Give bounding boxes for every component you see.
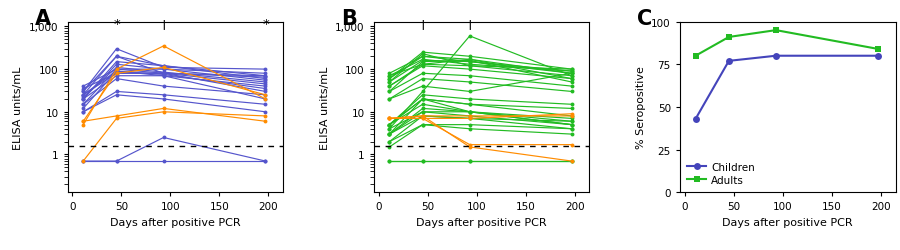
Adults bbox=[770, 30, 781, 32]
Children bbox=[872, 55, 883, 58]
Text: *: * bbox=[262, 18, 269, 30]
Y-axis label: % Seropositive: % Seropositive bbox=[635, 66, 645, 149]
Text: †: † bbox=[160, 18, 166, 30]
Legend: Children, Adults: Children, Adults bbox=[685, 161, 757, 187]
Adults bbox=[690, 55, 701, 58]
X-axis label: Days after positive PCR: Days after positive PCR bbox=[723, 217, 853, 227]
Children bbox=[770, 55, 781, 58]
Text: †: † bbox=[466, 18, 473, 30]
Y-axis label: ELISA units/mL: ELISA units/mL bbox=[14, 66, 23, 149]
Text: C: C bbox=[637, 9, 652, 29]
Adults bbox=[872, 48, 883, 51]
Children bbox=[724, 60, 734, 63]
X-axis label: Days after positive PCR: Days after positive PCR bbox=[416, 217, 547, 227]
Line: Children: Children bbox=[692, 53, 881, 123]
Text: A: A bbox=[35, 9, 51, 29]
X-axis label: Days after positive PCR: Days after positive PCR bbox=[110, 217, 240, 227]
Y-axis label: ELISA units/mL: ELISA units/mL bbox=[320, 66, 329, 149]
Text: B: B bbox=[341, 9, 357, 29]
Children bbox=[690, 118, 701, 121]
Line: Adults: Adults bbox=[692, 28, 881, 60]
Text: †: † bbox=[419, 18, 426, 30]
Text: *: * bbox=[113, 18, 120, 30]
Adults bbox=[724, 36, 734, 39]
